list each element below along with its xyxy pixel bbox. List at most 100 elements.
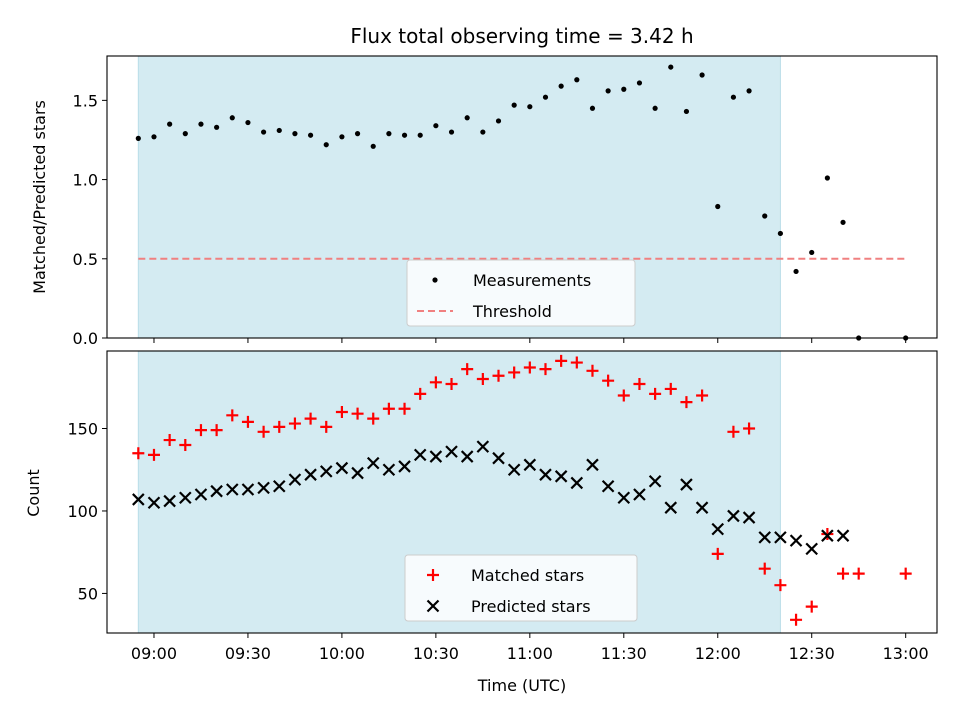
data-point [821,529,834,542]
data-point [476,373,489,386]
data-point [147,496,161,509]
data-point [413,448,427,462]
y-tick-label: 0.0 [73,329,98,348]
data-point [226,409,239,422]
data-point [617,491,631,505]
data-point [774,531,787,544]
data-point [652,105,658,111]
x-tick-label: 12:30 [789,644,835,663]
data-point [414,387,427,400]
data-point [837,567,850,580]
data-point [151,134,157,140]
data-point [351,407,364,420]
data-point [323,142,329,148]
data-point [132,493,145,506]
data-point [132,447,145,460]
data-point [680,478,693,491]
data-point [288,417,301,430]
data-point [214,124,220,130]
top-y-axis-label: Matched/Predicted stars [30,100,49,294]
y-tick-label: 100 [67,502,98,521]
data-point [210,484,223,498]
data-point [241,483,255,496]
x-tick-label: 11:30 [601,644,647,663]
data-point [570,476,584,490]
data-point [617,389,630,402]
data-point [589,105,596,111]
data-point [711,522,725,536]
data-point [261,129,267,135]
data-point [746,88,752,94]
data-point [777,230,783,237]
data-point [292,131,298,137]
data-point [245,119,251,126]
data-point [257,481,270,495]
data-point [574,77,580,83]
data-point [147,448,160,461]
legend-entry: Measurements [473,271,591,290]
data-point [433,123,439,129]
data-point [241,415,254,428]
legend-marker [427,569,439,581]
data-point [401,132,408,138]
data-point [398,402,411,415]
data-point [821,528,834,541]
data-point [276,127,282,134]
x-tick-label: 10:30 [413,644,459,663]
data-point [307,132,314,138]
data-point [605,88,611,94]
legend-box [404,554,638,622]
data-point [790,613,803,626]
x-tick-label: 09:30 [225,644,271,663]
data-point [805,600,818,613]
data-point [167,121,173,127]
data-point [179,439,192,451]
data-point [762,213,768,219]
bottom-panel: 50 100 150 09:00 09:30 10:00 10:30 11:00 11:30 12… [67,350,938,663]
legend: Measurements Threshold [406,259,636,327]
data-point [304,412,317,425]
data-point [621,86,627,92]
y-tick-label: 1.5 [73,91,98,110]
x-axis-label: Time (UTC) [477,676,566,695]
data-point [448,129,455,135]
y-tick-label: 0.5 [73,250,98,269]
legend-entry: Matched stars [471,566,584,585]
data-point [664,382,677,395]
data-point [445,445,458,458]
data-point [272,479,286,493]
data-point [527,104,533,110]
y-tick-label: 150 [67,420,98,439]
x-tick-label: 11:00 [507,644,553,663]
data-point [554,470,568,483]
plot-frame [106,350,938,634]
data-point [288,473,302,486]
data-point [586,458,599,472]
data-point [382,402,395,415]
data-point [304,468,317,481]
data-point [382,463,396,477]
data-point [366,456,380,470]
data-point [711,547,724,560]
data-point [539,468,552,481]
data-point [320,420,333,433]
data-point [461,363,474,376]
legend-entry: Threshold [472,302,552,321]
data-point [182,131,188,137]
data-point [601,479,615,493]
data-point [699,72,705,78]
series-predicted-stars [132,440,850,556]
data-point [163,494,176,508]
data-point [836,529,850,542]
x-tick-label: 12:00 [695,644,741,663]
data-point [683,108,690,115]
data-point [730,94,737,100]
y-tick-label: 1.0 [73,171,98,190]
data-point [696,389,709,402]
data-point [570,356,583,369]
data-point [539,363,552,376]
data-point [495,118,502,124]
data-point [523,458,537,472]
data-point [586,364,599,377]
